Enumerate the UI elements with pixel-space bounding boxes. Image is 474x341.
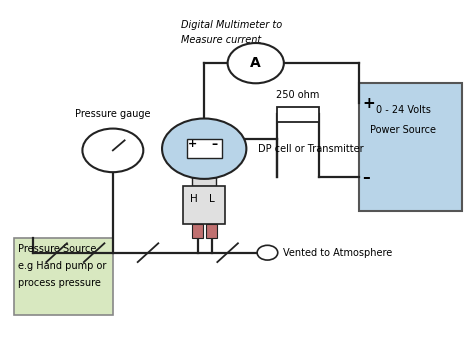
- Text: H: H: [190, 194, 197, 204]
- Text: 250 ohm: 250 ohm: [276, 90, 319, 100]
- Bar: [183, 186, 225, 224]
- Text: –: –: [363, 170, 370, 185]
- Text: Pressure Source: Pressure Source: [18, 244, 96, 254]
- Text: Pressure gauge: Pressure gauge: [75, 108, 151, 119]
- Circle shape: [257, 245, 278, 260]
- Text: +: +: [363, 96, 375, 111]
- Text: e.g Hand pump or: e.g Hand pump or: [18, 261, 106, 271]
- Text: 0 - 24 Volts: 0 - 24 Volts: [376, 105, 431, 115]
- Text: Digital Multimeter to: Digital Multimeter to: [181, 19, 282, 30]
- Bar: [277, 107, 319, 122]
- Bar: [15, 238, 113, 315]
- Text: Measure current: Measure current: [181, 35, 261, 45]
- Bar: [187, 139, 222, 158]
- Text: L: L: [210, 194, 215, 204]
- Text: Power Source: Power Source: [370, 125, 436, 135]
- Bar: [359, 83, 462, 211]
- Bar: [192, 177, 216, 186]
- Bar: [192, 224, 203, 238]
- Text: –: –: [211, 138, 218, 151]
- Text: process pressure: process pressure: [18, 278, 100, 288]
- Circle shape: [162, 119, 246, 179]
- Circle shape: [82, 129, 143, 172]
- Text: DP cell or Transmitter: DP cell or Transmitter: [258, 144, 364, 154]
- Text: +: +: [188, 139, 197, 149]
- Text: A: A: [250, 56, 261, 70]
- Text: Vented to Atmosphere: Vented to Atmosphere: [283, 248, 392, 258]
- Circle shape: [228, 43, 284, 83]
- Bar: [206, 224, 217, 238]
